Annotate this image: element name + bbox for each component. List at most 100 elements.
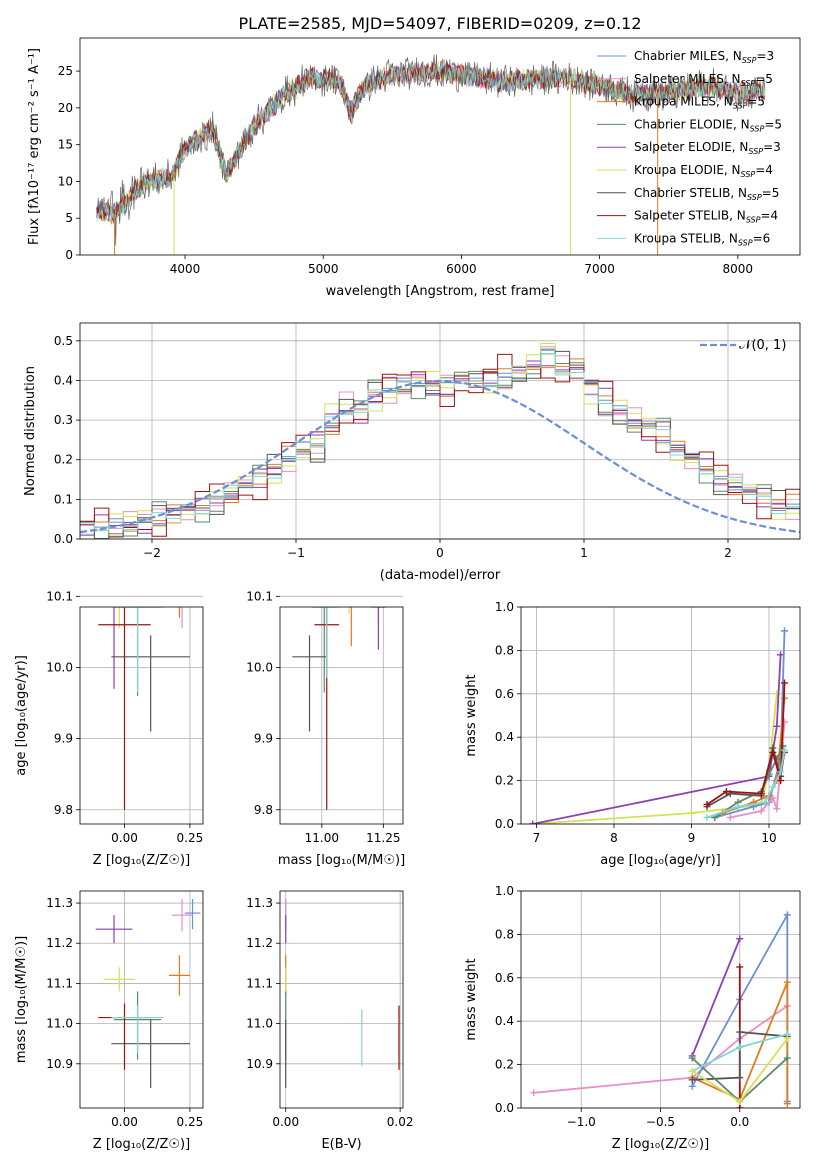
x-tick-label: 9: [688, 831, 696, 845]
panel-spectrum: 4000 5000 6000 7000 8000 0 5 10 15 20 25 wavelength…: [27, 37, 801, 299]
legend: Chabrier MILES, NSSP=3 Salpeter MILES, NS…: [597, 49, 782, 247]
y-tick-label: 0.4: [54, 373, 73, 387]
weight-marker-chabrier_miles: [781, 627, 788, 635]
x-tick-label: 5000: [308, 262, 339, 276]
errorbar-point-kroupa_stelib: [111, 607, 164, 693]
errorbar-point-kroupa_miles: [178, 607, 181, 618]
errorbar-point-salpeter_miles: [171, 899, 193, 932]
errorbar-point-chabrier_miles: [185, 537, 201, 583]
y-tick-label: 0.0: [54, 532, 73, 546]
y-tick-label: 11.3: [46, 896, 73, 910]
x-axis-label: E(B-V): [321, 1137, 361, 1152]
weight-marker-salpeter_elodie: [773, 722, 781, 730]
gaussian-curve: [80, 379, 800, 534]
errorbar-point-salpeter_stelib: [98, 607, 151, 810]
panel-mass_vs_Z: 0.00 0.25 10.9 11.0 11.1 11.2 11.3 Z [log₁₀(Z/Z…: [14, 890, 204, 1152]
y-tick-label: 9.9: [54, 732, 73, 746]
weight-marker-salpeter_miles: [769, 794, 777, 802]
weight-marker-kroupa_stelib: [781, 746, 788, 754]
y-tick-label: 0.0: [495, 817, 514, 831]
weight-marker-salpeter_stelib: [777, 777, 785, 785]
weight-marker-kroupa_stelib: [736, 1043, 744, 1051]
plot-area: [530, 911, 791, 1108]
axes-border: [79, 606, 204, 825]
y-tick-label: 0.3: [54, 413, 73, 427]
plot-area: [529, 627, 788, 824]
axes-border: [279, 606, 404, 825]
panel-age_vs_Z: 0.00 0.25 9.8 9.9 10.0 10.1 Z [log₁₀(Z/Z☉)] age…: [14, 537, 204, 868]
weight-marker-kroupa_stelib: [769, 783, 777, 791]
x-tick-label: 0.00: [111, 1115, 138, 1129]
y-tick-label: 0.5: [54, 334, 73, 348]
y-tick-label: 0.8: [495, 927, 514, 941]
y-tick-label: 11.3: [246, 896, 273, 910]
weight-marker-chabrier_elodie: [688, 1054, 696, 1062]
errorbar-point-kroupa_miles: [168, 955, 190, 996]
x-tick-label: 0.0: [730, 1115, 749, 1129]
y-axis-label: mass weight: [464, 674, 479, 756]
axes-frame: 7 8 9 10 0.0 0.2 0.4 0.6 0.8 1.0 age [log₁₀(age/yr…: [464, 600, 801, 868]
weight-marker-kroupa_miles: [783, 1100, 791, 1108]
y-tick-label: 11.1: [46, 976, 73, 990]
panel-age_vs_mass: 11.00 11.25 9.8 9.9 10.0 10.1 mass [log₁₀(M/M☉…: [246, 589, 405, 868]
errorbar-point-kroupa_miles: [350, 607, 352, 647]
axes-frame: 4000 5000 6000 7000 8000 0 5 10 15 20 25 wavelength…: [27, 37, 801, 299]
errorbar-point-salpeter_elodie: [95, 915, 133, 944]
weight-marker-kroupa_stelib: [777, 768, 785, 776]
x-tick-label: 2: [724, 546, 732, 560]
errorbar-point-chabrier_miles: [184, 899, 201, 930]
y-tick-label: 0.4: [495, 1014, 514, 1028]
axes-border: [79, 890, 204, 1109]
legend-label-chabrier_elodie: Chabrier ELODIE, NSSP=5: [634, 117, 782, 133]
y-tick-label: 0.2: [495, 774, 514, 788]
axes-frame: 0.00 0.02 10.9 11.0 11.1 11.2 11.3 E(B-V): [246, 890, 413, 1152]
weight-marker-salpeter_miles: [726, 813, 734, 821]
errorbar-point-kroupa_elodie: [103, 967, 135, 992]
legend-label-kroupa_miles: Kroupa MILES, NSSP=5: [634, 95, 765, 111]
weight-marker-chabrier_elodie: [783, 1054, 791, 1062]
y-tick-label: 10.0: [246, 660, 273, 674]
legend-label-chabrier_stelib: Chabrier STELIB, NSSP=5: [634, 186, 779, 202]
spectrum-line-chabrier_stelib: [96, 54, 766, 246]
x-tick-label: −0.5: [646, 1115, 675, 1129]
weight-marker-salpeter_stelib: [703, 800, 711, 808]
y-tick-label: 1.0: [495, 600, 514, 614]
weight-marker-salpeter_stelib: [736, 1104, 744, 1108]
errorbar-point-kroupa_elodie: [118, 607, 120, 629]
axes-border: [520, 890, 801, 1109]
axes-border: [520, 606, 801, 825]
y-axis-label: Flux [fλ10⁻¹⁷ erg cm⁻² s⁻¹ A⁻¹]: [27, 48, 42, 245]
weight-line-chabrier_stelib: [692, 1031, 788, 1081]
y-tick-label: 0.4: [495, 730, 514, 744]
panel-residuals: −2 −1 0 1 2 0.0 0.1 0.2 0.3 0.4 0.5 (data-model)/er…: [23, 322, 801, 583]
y-tick-label: 10: [58, 174, 73, 188]
weight-marker-salpeter_miles: [530, 1089, 538, 1097]
y-tick-label: 0.8: [495, 643, 514, 657]
errorbar-point-kroupa_stelib: [111, 1005, 164, 1054]
axes-border: [279, 890, 404, 1109]
weight-marker-salpeter_miles: [757, 807, 765, 815]
errorbar-point-salpeter_miles: [181, 607, 183, 629]
y-axis-label: mass weight: [464, 958, 479, 1040]
y-tick-label: 0.2: [54, 453, 73, 467]
x-tick-label: 8: [610, 831, 618, 845]
x-axis-label: age [log₁₀(age/yr)]: [600, 853, 721, 868]
y-tick-label: 11.2: [246, 936, 273, 950]
y-tick-label: 9.8: [254, 803, 273, 817]
x-tick-label: 7000: [584, 262, 615, 276]
weight-marker-salpeter_stelib: [769, 748, 777, 756]
axes-frame: 0.00 0.25 9.8 9.9 10.0 10.1 Z [log₁₀(Z/Z☉)] age…: [14, 589, 204, 868]
x-axis-label: mass [log₁₀(M/M☉)]: [278, 853, 405, 868]
x-tick-label: −1.0: [567, 1115, 596, 1129]
axes-frame: −2 −1 0 1 2 0.0 0.1 0.2 0.3 0.4 0.5 (data-model)/er…: [23, 322, 801, 583]
y-tick-label: 10.1: [246, 589, 273, 603]
y-tick-label: 9.9: [254, 732, 273, 746]
axes-frame: 0.00 0.25 10.9 11.0 11.1 11.2 11.3 Z [log₁₀(Z/Z…: [14, 890, 204, 1152]
weight-line-salpeter_elodie: [691, 938, 741, 1057]
y-tick-label: 1.0: [495, 884, 514, 898]
weight-marker-salpeter_elodie: [529, 820, 537, 824]
weight-marker-chabrier_miles: [688, 1082, 696, 1090]
plot-area: [96, 54, 766, 255]
errorbar-point-chabrier_stelib: [111, 635, 190, 732]
y-tick-label: 11.0: [46, 1017, 73, 1031]
